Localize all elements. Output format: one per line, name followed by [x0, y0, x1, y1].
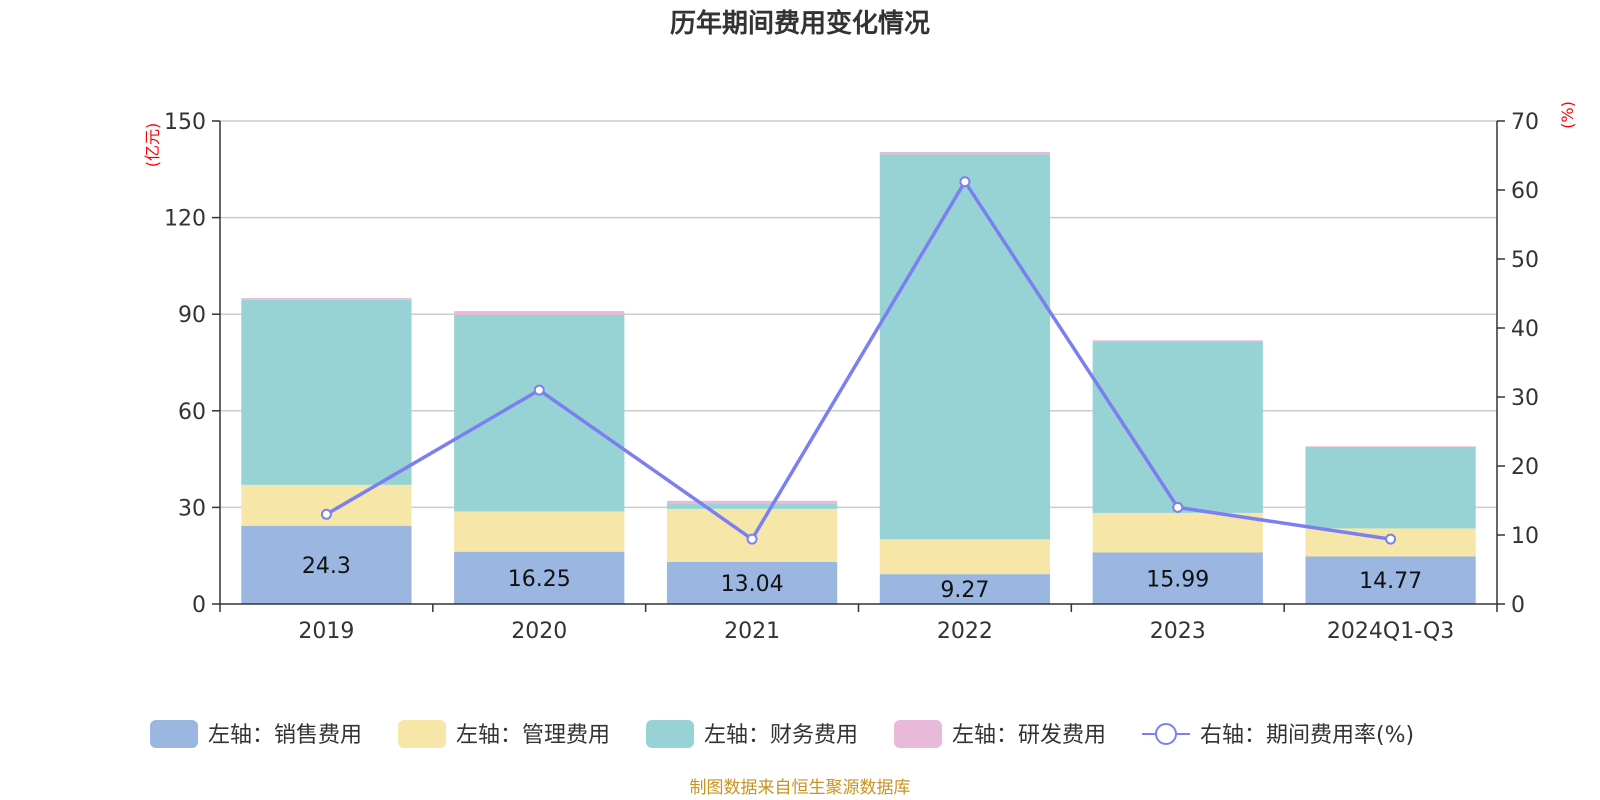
bar-segment [879, 539, 1051, 575]
rate-line-layer [320, 176, 1397, 545]
left-tick-label: 90 [178, 303, 206, 328]
bar-segment [1092, 341, 1263, 513]
bar-data-label: 9.27 [940, 578, 989, 603]
bar-segment [241, 299, 412, 485]
bar-data-label: 13.04 [721, 572, 784, 597]
bar-segment [666, 504, 838, 509]
data-labels-layer: 24.3 16.25 13.04 9.27 15.99 14.77 [302, 554, 1422, 603]
bar-data-label: 24.3 [302, 554, 351, 579]
gridlines [220, 120, 1497, 509]
legend-swatch [646, 720, 694, 748]
legend-swatch [398, 720, 446, 748]
legend: 左轴：销售费用 左轴：管理费用 左轴：财务费用 左轴：研发费用 右轴：期间费用率(%) [150, 720, 1414, 748]
bar-data-label: 14.77 [1359, 569, 1422, 594]
axes-layer: 0 30 60 90 120 150 0 10 20 30 40 50 60 70 2019 2020 2021… [164, 110, 1539, 644]
bar-segment [879, 152, 1051, 155]
bar-segment [1092, 340, 1263, 342]
legend-marker [1155, 723, 1177, 745]
right-tick-label: 40 [1511, 317, 1539, 342]
bar-data-label: 15.99 [1146, 567, 1209, 592]
bar-segment [1305, 446, 1476, 529]
right-tick-label: 70 [1511, 110, 1539, 135]
x-tick-label: 2020 [511, 619, 567, 644]
bar-segment [1092, 552, 1263, 604]
legend-label: 左轴：管理费用 [456, 723, 610, 748]
rate-point [1385, 533, 1397, 545]
bar-data-label: 16.25 [508, 567, 571, 592]
left-tick-label: 120 [164, 207, 206, 232]
bar-segment [454, 315, 625, 512]
bar-segment [1305, 556, 1476, 604]
rate-point [533, 384, 545, 396]
rate-point [1172, 501, 1184, 513]
bar-segment [454, 311, 625, 316]
x-tick-label: 2023 [1150, 619, 1206, 644]
left-tick-label: 150 [164, 110, 206, 135]
right-tick-label: 60 [1511, 179, 1539, 204]
rate-line [325, 179, 1391, 541]
left-tick-label: 0 [192, 593, 206, 618]
legend-label: 左轴：财务费用 [704, 723, 858, 748]
left-tick-label: 60 [178, 400, 206, 425]
right-tick-label: 20 [1511, 455, 1539, 480]
bar-segment [1092, 512, 1263, 553]
bar-segment [1305, 446, 1476, 447]
x-tick-label: 2019 [298, 619, 354, 644]
chart-title: 历年期间费用变化情况 [670, 8, 930, 39]
right-tick-label: 10 [1511, 524, 1539, 549]
x-tick-label: 2021 [724, 619, 780, 644]
right-tick-label: 0 [1511, 593, 1525, 618]
legend-swatch [150, 720, 198, 748]
x-tick-label: 2022 [937, 619, 993, 644]
legend-label: 右轴：期间费用率(%) [1200, 723, 1414, 748]
bar-segment [454, 551, 625, 604]
x-tick-label: 2024Q1-Q3 [1327, 619, 1454, 644]
bar-segment [241, 298, 412, 300]
rate-point [959, 176, 971, 188]
bar-segment [666, 562, 838, 604]
source-note: 制图数据来自恒生聚源数据库 [690, 778, 911, 798]
legend-label: 左轴：销售费用 [208, 723, 362, 748]
right-axis-unit: (%) [1558, 101, 1577, 129]
left-axis-unit: (亿元) [143, 123, 162, 168]
bar-segment [454, 511, 625, 552]
legend-swatch [894, 720, 942, 748]
right-tick-label: 30 [1511, 386, 1539, 411]
rate-point [320, 508, 332, 520]
left-tick-label: 30 [178, 496, 206, 521]
bar-segment [879, 574, 1051, 604]
bar-segment [241, 525, 412, 604]
rate-point [746, 533, 758, 545]
bars-layer [241, 152, 1476, 604]
legend-label: 左轴：研发费用 [952, 723, 1106, 748]
right-tick-label: 50 [1511, 248, 1539, 273]
bar-segment [666, 500, 838, 505]
bar-segment [879, 154, 1051, 540]
